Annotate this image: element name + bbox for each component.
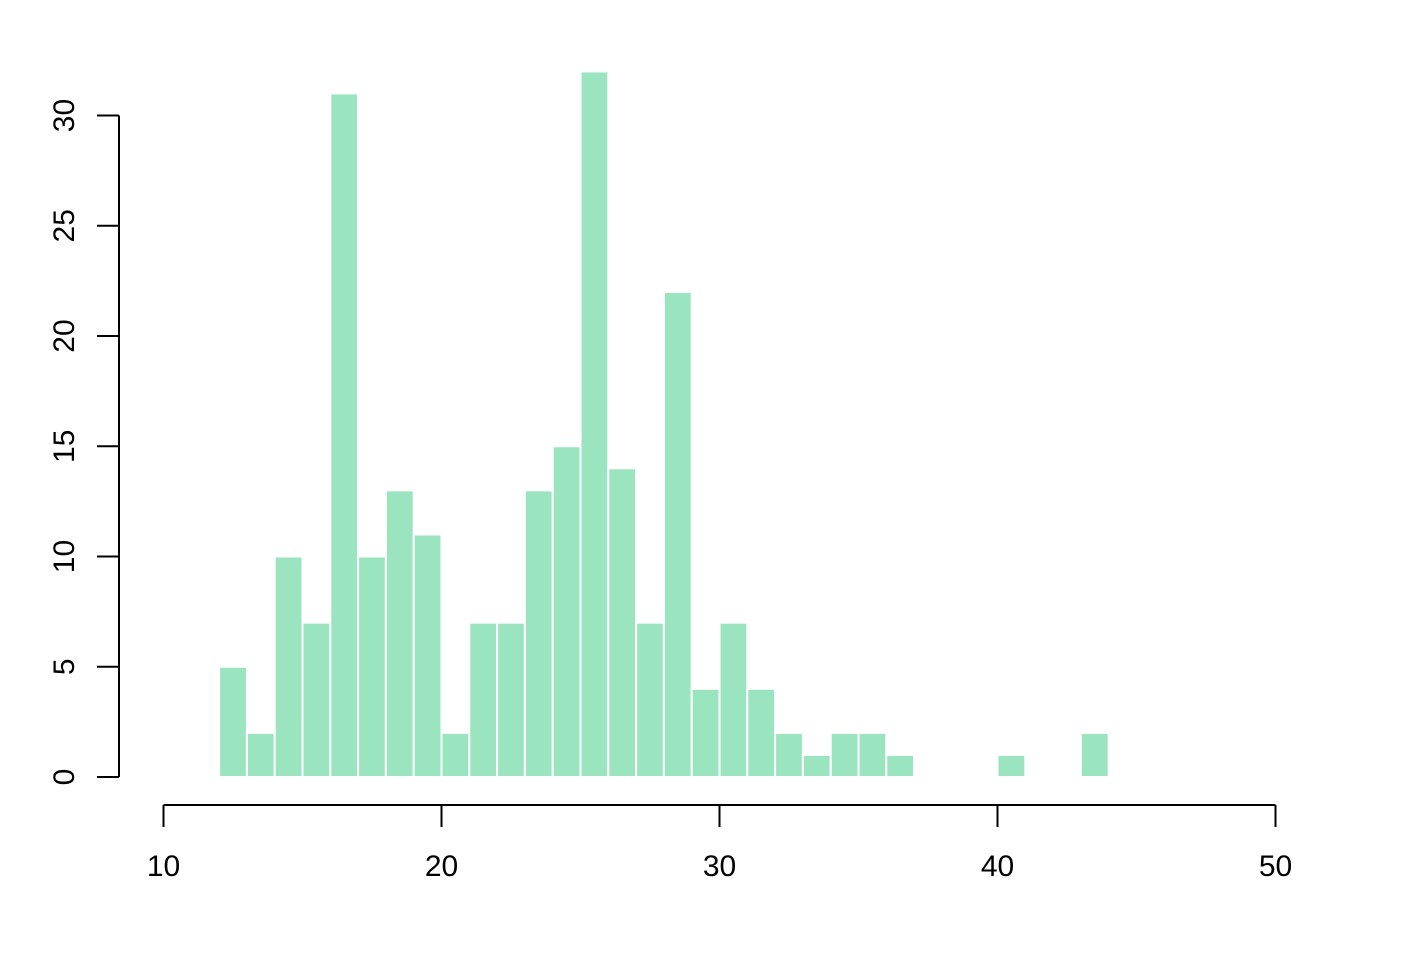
histogram-bar: [523, 489, 554, 778]
y-tick-label: 15: [48, 430, 81, 463]
histogram-bar: [329, 92, 360, 778]
y-tick-label: 20: [48, 319, 81, 352]
histogram-bar: [635, 621, 665, 779]
histogram-bar: [1079, 731, 1110, 779]
histogram-bar: [551, 445, 582, 778]
histogram-bar: [718, 621, 749, 779]
y-axis: 0 5 10 15 20 25 30: [48, 99, 120, 786]
histogram-bar: [996, 753, 1027, 779]
x-tick-label: 40: [981, 850, 1014, 883]
histogram-bar: [774, 731, 804, 779]
histogram-bar: [801, 753, 832, 779]
histogram-bar: [607, 467, 638, 778]
histogram-bar: [496, 621, 526, 779]
x-axis: 10 20 30 40 50: [147, 804, 1292, 883]
histogram-bar: [468, 621, 499, 779]
histogram-bar: [690, 687, 721, 778]
histogram-bar: [829, 731, 860, 779]
histogram-bar: [412, 533, 443, 779]
y-tick-label: 0: [48, 769, 81, 786]
histogram-bar: [662, 290, 693, 778]
y-tick-label: 10: [48, 540, 81, 573]
histogram-bar: [245, 731, 276, 779]
bars-group: [218, 70, 1110, 779]
x-tick-label: 30: [703, 850, 736, 883]
y-tick-label: 30: [48, 99, 81, 132]
x-tick-label: 50: [1259, 850, 1292, 883]
x-tick-label: 10: [147, 850, 180, 883]
histogram-bar: [357, 555, 387, 778]
histogram-bar: [885, 753, 916, 779]
histogram-bar: [218, 665, 248, 778]
y-tick-label: 25: [48, 209, 81, 242]
histogram-bar: [746, 687, 777, 778]
x-tick-label: 20: [425, 850, 458, 883]
histogram-bar: [579, 70, 610, 778]
histogram-bar: [384, 489, 415, 778]
y-tick-label: 5: [48, 658, 81, 675]
histogram-bar: [301, 621, 332, 779]
histogram-bar: [273, 555, 304, 778]
histogram-bar: [440, 731, 471, 779]
histogram-bar: [857, 731, 888, 779]
